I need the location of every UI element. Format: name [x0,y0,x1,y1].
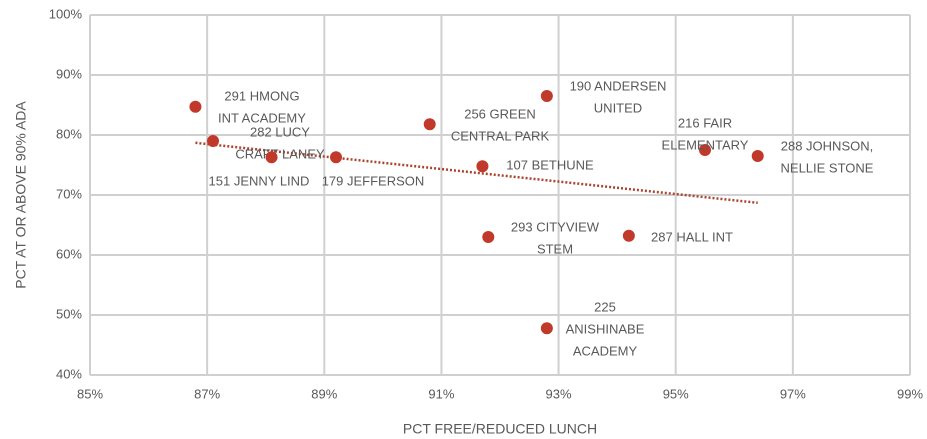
point [622,229,635,242]
y-tick-label: 90% [56,66,82,81]
point-label: 288 JOHNSON, [781,138,873,153]
point-label: 190 ANDERSEN [570,78,667,93]
x-tick-label: 97% [780,386,806,401]
x-tick-label: 87% [194,386,220,401]
y-tick-label: 100% [49,6,83,21]
point [751,150,764,162]
point-label: NELLIE STONE [781,160,874,175]
x-tick-label: 95% [663,386,689,401]
point-label: 225 [594,299,616,314]
point [265,151,278,164]
point-label: CENTRAL PARK [451,128,550,143]
point-label: INT ACADEMY [218,110,306,125]
x-tick-label: 89% [311,386,337,401]
point [699,144,711,156]
y-tick-label: 40% [56,366,82,381]
point-label: 256 GREEN [464,106,536,121]
point-label: 216 FAIR [678,115,732,130]
point-label: 151 JENNY LIND [209,173,310,188]
point-label: ANISHINABE [566,321,645,336]
point [207,135,219,147]
point [423,118,436,131]
point-label: 107 BETHUNE [506,157,594,172]
point-label: CRAFT LANEY [235,146,325,161]
point-label: 179 JEFFERSON [322,173,425,188]
point [482,231,495,243]
x-tick-label: 91% [428,386,454,401]
point [540,90,553,102]
point-label: UNITED [594,100,642,115]
x-tick-label: 93% [546,386,572,401]
y-tick-label: 70% [56,186,82,201]
point [476,160,489,173]
point-label: 291 HMONG [224,88,299,103]
point-label: STEM [537,241,573,256]
point [540,322,553,335]
point-label: 282 LUCY [250,124,310,139]
point-label: ELEMENTARY [662,137,749,152]
x-axis-title: PCT FREE/REDUCED LUNCH [403,421,597,437]
point-label: ACADEMY [573,343,638,358]
point [189,100,202,113]
y-tick-label: 50% [56,306,82,321]
point-label: 287 HALL INT [651,229,733,244]
x-tick-label: 85% [77,386,103,401]
y-axis-title: PCT AT OR ABOVE 90% ADA [13,101,29,289]
y-tick-label: 60% [56,246,82,261]
y-tick-label: 80% [56,126,82,141]
x-tick-label: 99% [897,386,923,401]
point-label: 293 CITYVIEW [511,219,600,234]
point [330,151,342,164]
